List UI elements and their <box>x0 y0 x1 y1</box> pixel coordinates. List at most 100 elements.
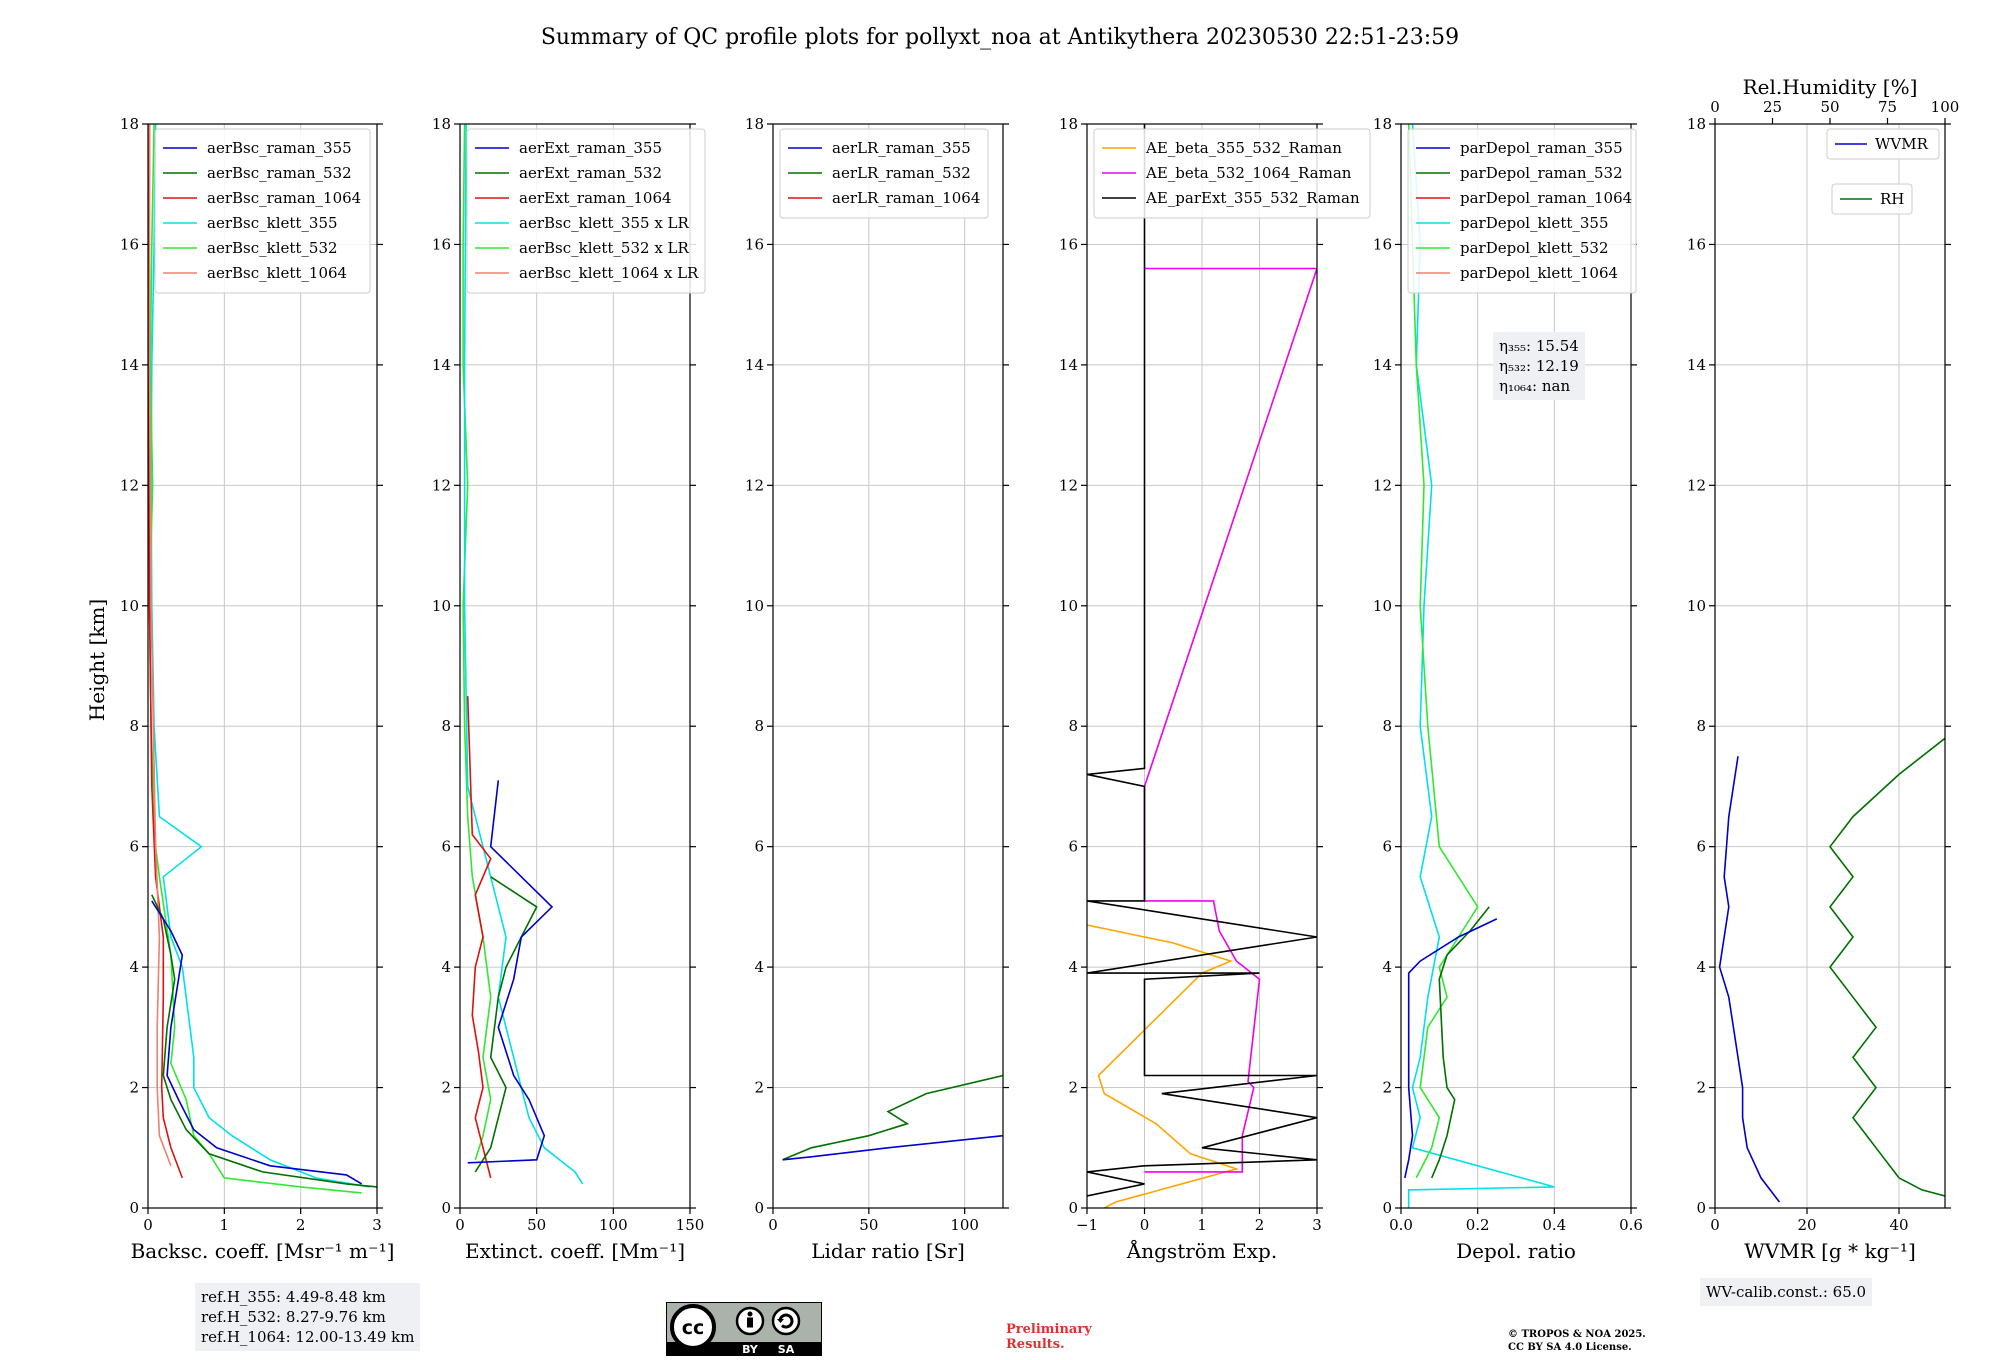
legend-label: parDepol_klett_1064 <box>1460 264 1618 282</box>
top-tick-label: 75 <box>1878 98 1897 116</box>
y-tick-label: 8 <box>1382 717 1392 735</box>
legend-label: AE_beta_355_532_Raman <box>1145 139 1342 157</box>
wv-calib-text: WV-calib.const.: 65.0 <box>1706 1283 1867 1301</box>
series-AE_parExt_355_532_Raman <box>1087 124 1317 1197</box>
series-group <box>148 124 377 1194</box>
legend-label: parDepol_raman_1064 <box>1460 189 1632 207</box>
y-tick-label: 8 <box>441 717 451 735</box>
y-tick-label: 18 <box>1687 115 1706 133</box>
top-axis-label: Rel.Humidity [%] <box>1743 75 1918 99</box>
y-tick-label: 10 <box>1687 597 1706 615</box>
series-aerExt_raman_532 <box>474 876 538 1173</box>
plot-frame <box>772 123 1004 1209</box>
y-tick-label: 16 <box>745 235 764 253</box>
x-tick-label: 150 <box>676 1216 705 1234</box>
copyright-line-1: © TROPOS & NOA 2025. <box>1508 1329 1646 1340</box>
y-tick-label: 10 <box>120 597 139 615</box>
y-tick-label: 12 <box>1059 476 1078 494</box>
legend: aerLR_raman_355 aerLR_raman_532 aerLR_rama… <box>779 128 989 219</box>
y-tick-label: 10 <box>432 597 451 615</box>
y-tick-label: 4 <box>754 958 764 976</box>
y-tick-label: 4 <box>1696 958 1706 976</box>
y-tick-label: 6 <box>129 838 139 856</box>
series-parDepol_raman_355 <box>1404 918 1498 1179</box>
legend-label: parDepol_raman_355 <box>1460 139 1623 157</box>
y-tick-label: 2 <box>129 1079 139 1097</box>
y-tick-label: 16 <box>1373 235 1392 253</box>
y-tick-label: 4 <box>129 958 139 976</box>
series-aerBsc_raman_532 <box>151 894 377 1188</box>
x-tick-label: 0.4 <box>1542 1216 1566 1234</box>
y-tick-label: 12 <box>745 476 764 494</box>
y-axis-label: Height [km] <box>85 599 109 721</box>
y-tick-label: 2 <box>1068 1079 1078 1097</box>
y-tick-label: 4 <box>441 958 451 976</box>
y-tick-label: 14 <box>1059 356 1078 374</box>
y-tick-label: 8 <box>754 717 764 735</box>
y-tick-label: 16 <box>120 235 139 253</box>
chart-title: Summary of QC profile plots for pollyxt_… <box>541 25 1459 50</box>
legend-label: aerBsc_raman_532 <box>207 164 352 182</box>
eta-532: η₅₃₂: 12.19 <box>1499 357 1579 375</box>
legend-label: parDepol_klett_355 <box>1460 214 1609 232</box>
series-aerExt_raman_1064 <box>466 696 492 1179</box>
series-AE_beta_355_532_Raman <box>1087 924 1240 1208</box>
x-tick-label: 2 <box>1255 1216 1265 1234</box>
legend-label: RH <box>1880 190 1904 208</box>
legend: aerExt_raman_355 aerExt_raman_532 aerExt_r… <box>466 128 706 294</box>
x-tick-label: 0 <box>143 1216 153 1234</box>
legend-label: parDepol_klett_532 <box>1460 239 1609 257</box>
legend-label: aerBsc_klett_1064 x LR <box>519 264 699 282</box>
legend-WVMR: WVMR <box>1826 128 1940 160</box>
series-group <box>1404 124 1555 1208</box>
top-tick-label: 0 <box>1710 98 1720 116</box>
y-tick-label: 12 <box>1373 476 1392 494</box>
y-tick-label: 0 <box>1068 1199 1078 1217</box>
legend-label: aerExt_raman_355 <box>519 139 662 157</box>
x-tick-label: 1 <box>1197 1216 1207 1234</box>
legend-box <box>1407 128 1637 294</box>
plot-frame <box>1714 123 1946 1209</box>
ref-height-1064: ref.H_1064: 12.00-13.49 km <box>201 1328 415 1346</box>
y-tick-label: 8 <box>129 717 139 735</box>
eta-1064: η₁₀₆₄: nan <box>1499 377 1571 395</box>
ref-height-355: ref.H_355: 4.49-8.48 km <box>201 1288 386 1306</box>
x-tick-label: 0.6 <box>1619 1216 1643 1234</box>
x-axis-label: WVMR [g * kg⁻¹] <box>1744 1239 1916 1263</box>
x-axis-label: Lidar ratio [Sr] <box>811 1239 965 1263</box>
x-tick-label: 0 <box>1710 1216 1720 1234</box>
x-tick-label: 100 <box>950 1216 979 1234</box>
y-tick-label: 4 <box>1382 958 1392 976</box>
series-parDepol_raman_532 <box>1430 906 1490 1179</box>
x-tick-label: 40 <box>1889 1216 1908 1234</box>
legend-label: aerLR_raman_1064 <box>832 189 980 207</box>
y-tick-label: 6 <box>1696 838 1706 856</box>
plot-frame <box>1400 123 1632 1209</box>
legend-label: WVMR <box>1875 135 1929 153</box>
series-group <box>1718 737 1945 1203</box>
y-tick-label: 18 <box>1373 115 1392 133</box>
y-tick-label: 14 <box>745 356 764 374</box>
wv-calib-box: WV-calib.const.: 65.0 <box>1700 1278 1873 1306</box>
y-tick-label: 6 <box>1068 838 1078 856</box>
y-tick-label: 2 <box>1382 1079 1392 1097</box>
x-tick-label: 1 <box>220 1216 230 1234</box>
cc-mark: cc <box>682 1317 705 1339</box>
y-tick-label: 6 <box>754 838 764 856</box>
legend-label: aerBsc_klett_355 x LR <box>519 214 690 232</box>
copyright-line-2: CC BY SA 4.0 License. <box>1508 1342 1632 1353</box>
x-tick-label: 2 <box>296 1216 306 1234</box>
legend-label: aerBsc_klett_1064 <box>207 264 347 282</box>
x-tick-label: 50 <box>527 1216 546 1234</box>
x-tick-label: 20 <box>1797 1216 1816 1234</box>
legend-label: aerExt_raman_532 <box>519 164 662 182</box>
y-tick-label: 14 <box>120 356 139 374</box>
series-parDepol_klett_532 <box>1407 124 1479 1179</box>
panel-depol: 0 2 4 6 8 10 12 14 16 18 0.0 0.2 0.4 0.6 Depol. ratio p… <box>1373 115 1643 1263</box>
legend-label: aerBsc_raman_1064 <box>207 189 361 207</box>
x-axis-label: Depol. ratio <box>1456 1239 1576 1263</box>
top-tick-label: 25 <box>1763 98 1782 116</box>
